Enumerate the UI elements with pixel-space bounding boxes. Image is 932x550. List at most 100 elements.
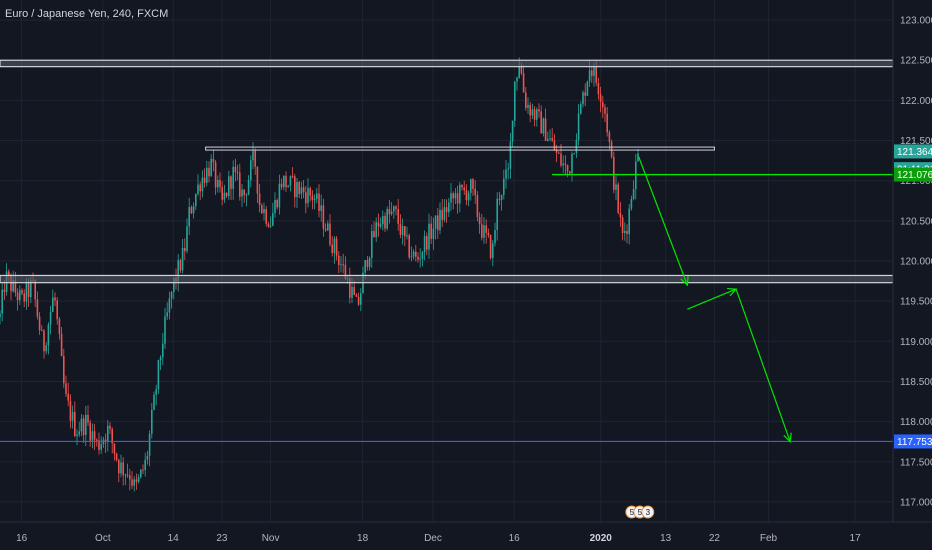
price-axis-bg bbox=[893, 0, 932, 550]
candle-body bbox=[181, 247, 184, 271]
candle-body bbox=[146, 455, 149, 460]
candle-body bbox=[294, 176, 296, 198]
event-badge[interactable] bbox=[641, 505, 655, 519]
candle-body bbox=[489, 235, 492, 259]
candle-body bbox=[351, 287, 353, 298]
time-tick-label: 2020 bbox=[590, 533, 613, 544]
candle-body bbox=[148, 433, 151, 456]
candle-body bbox=[217, 179, 219, 188]
support-zone[interactable] bbox=[0, 274, 894, 284]
candle-body bbox=[133, 479, 135, 486]
candle-body bbox=[254, 150, 256, 167]
candle-body bbox=[300, 187, 303, 194]
candle-body bbox=[232, 166, 234, 189]
resistance-line-mid[interactable] bbox=[205, 146, 715, 151]
projection-arrow[interactable] bbox=[638, 156, 689, 287]
candle-body bbox=[8, 271, 10, 276]
candle-body bbox=[76, 434, 78, 437]
projection-arrow[interactable] bbox=[687, 287, 738, 310]
event-badge-count: 3 bbox=[646, 508, 651, 517]
candle-body bbox=[19, 290, 21, 301]
candle-body bbox=[153, 394, 155, 410]
projection-arrow-head bbox=[680, 276, 689, 287]
candle-body bbox=[267, 223, 270, 227]
candle-body bbox=[1, 289, 3, 314]
candle-body bbox=[214, 162, 217, 188]
candle-body bbox=[335, 238, 338, 256]
candle-body bbox=[527, 104, 529, 108]
price-axis[interactable]: 123.000 122.500 122.000 121.500 121.000 120.5… bbox=[892, 0, 932, 550]
candle-body bbox=[595, 67, 597, 83]
candle-body bbox=[511, 120, 514, 142]
candle-body bbox=[514, 81, 516, 121]
candle-body bbox=[27, 283, 30, 298]
candle-body bbox=[219, 179, 221, 188]
candle-body bbox=[21, 290, 23, 294]
candle-body bbox=[243, 189, 245, 196]
candle-body bbox=[450, 193, 452, 203]
candle-body bbox=[613, 156, 615, 190]
candle-body bbox=[140, 469, 142, 478]
candle-body bbox=[549, 138, 551, 140]
candle-body bbox=[505, 169, 507, 179]
candle-body bbox=[0, 313, 1, 318]
candle-body bbox=[393, 206, 395, 212]
candle-body bbox=[252, 150, 254, 161]
time-tick-label: 14 bbox=[168, 533, 180, 544]
candle-body bbox=[324, 228, 327, 231]
candle-body bbox=[503, 178, 505, 195]
candle-body bbox=[107, 425, 109, 443]
projection-arrow[interactable] bbox=[735, 288, 792, 443]
candle-body bbox=[12, 280, 14, 292]
candle-body bbox=[38, 316, 41, 331]
candle-body bbox=[58, 319, 61, 334]
candle-body bbox=[588, 70, 591, 82]
candle-body bbox=[245, 194, 248, 196]
candle-body bbox=[509, 141, 512, 169]
candle-body bbox=[368, 257, 371, 267]
candle-body bbox=[395, 206, 397, 210]
projection-arrow-head bbox=[783, 432, 792, 443]
candle-body bbox=[129, 475, 131, 480]
candle-body bbox=[357, 296, 360, 305]
candle-body bbox=[71, 412, 74, 421]
candle-body bbox=[606, 113, 608, 133]
candle-body bbox=[459, 184, 461, 204]
candle-body bbox=[540, 111, 542, 134]
candle-body bbox=[456, 193, 459, 204]
candle-body bbox=[56, 300, 58, 320]
resistance-zone-top[interactable] bbox=[0, 59, 894, 68]
candle-body bbox=[287, 185, 289, 188]
candle-body bbox=[201, 177, 204, 192]
candle-body bbox=[610, 141, 613, 157]
target-price-badge-bg bbox=[894, 434, 932, 449]
candle-body bbox=[278, 183, 281, 208]
candle-body bbox=[461, 184, 463, 188]
candle-body bbox=[199, 184, 201, 192]
candle-body bbox=[637, 153, 639, 162]
candle-body bbox=[454, 193, 457, 199]
candle-body bbox=[619, 212, 622, 218]
candle-body bbox=[571, 153, 573, 174]
candle-body bbox=[265, 209, 267, 224]
price-tick-label: 117.500 bbox=[900, 457, 932, 468]
candle-body bbox=[96, 439, 98, 441]
grid bbox=[0, 0, 893, 522]
time-tick-label: 23 bbox=[216, 533, 228, 544]
candle-body bbox=[599, 94, 602, 103]
price-tick-label: 121.000 bbox=[900, 176, 932, 187]
candle-body bbox=[234, 166, 237, 173]
candle-body bbox=[111, 428, 113, 444]
candle-body bbox=[379, 224, 382, 227]
candle-body bbox=[437, 215, 439, 231]
candle-body bbox=[397, 209, 399, 224]
candle-body bbox=[78, 431, 80, 435]
candle-body bbox=[439, 209, 441, 231]
time-axis[interactable]: 16 Oct 14 23 Nov 18 Dec 16 2020 13 22 Feb 17 bbox=[0, 521, 932, 550]
candle-body bbox=[569, 171, 571, 174]
candle-body bbox=[476, 195, 479, 218]
candle-body bbox=[430, 223, 432, 239]
price-tick-label: 118.000 bbox=[900, 417, 932, 428]
